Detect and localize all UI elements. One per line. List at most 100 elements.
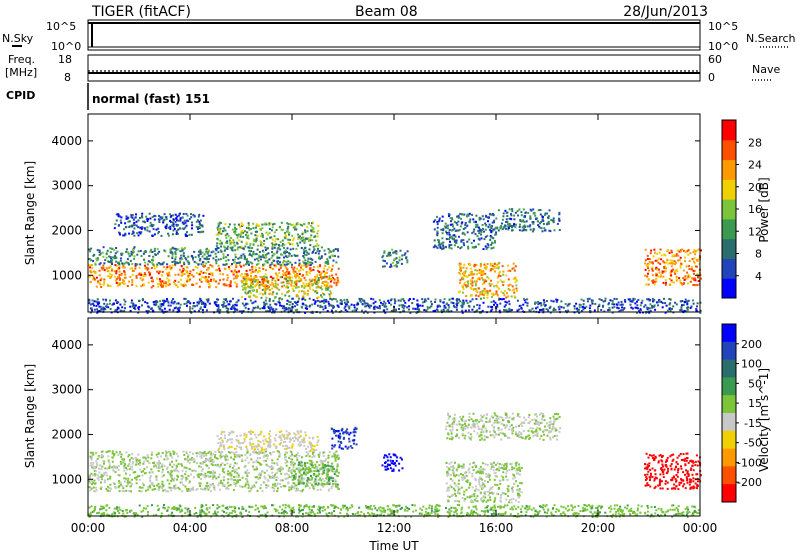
data-cell: [210, 454, 213, 457]
data-cell: [230, 236, 233, 239]
data-cell: [346, 298, 349, 301]
data-cell: [225, 298, 228, 300]
data-cell: [316, 484, 319, 487]
data-cell: [353, 304, 356, 307]
data-cell: [239, 246, 242, 249]
data-cell: [330, 298, 333, 301]
data-cell: [214, 476, 217, 479]
data-cell: [485, 266, 488, 269]
data-cell: [451, 229, 454, 232]
data-cell: [473, 221, 476, 224]
data-cell: [221, 462, 224, 465]
data-cell: [683, 309, 686, 312]
data-cell: [108, 450, 111, 453]
data-cell: [167, 304, 170, 307]
data-cell: [160, 305, 163, 308]
data-cell: [155, 303, 158, 305]
data-cell: [487, 244, 490, 246]
data-cell: [165, 453, 168, 456]
data-cell: [123, 465, 126, 467]
data-cell: [255, 279, 258, 281]
data-cell: [471, 276, 474, 279]
data-cell: [273, 222, 276, 225]
data-cell: [649, 252, 652, 255]
data-cell: [134, 304, 137, 307]
data-cell: [139, 468, 142, 471]
data-cell: [219, 258, 222, 261]
data-cell: [275, 292, 278, 295]
colorbar-segment: [722, 139, 736, 161]
data-cell: [534, 214, 537, 217]
data-cell: [201, 275, 204, 278]
data-cell: [227, 473, 230, 476]
data-cell: [208, 486, 211, 489]
data-cell: [169, 452, 172, 455]
data-cell: [578, 303, 581, 306]
data-cell: [117, 215, 120, 218]
data-cell: [246, 236, 249, 239]
data-cell: [681, 310, 684, 313]
data-cell: [161, 468, 164, 471]
data-cell: [469, 286, 472, 289]
data-cell: [294, 255, 297, 257]
data-cell: [233, 223, 236, 226]
data-cell: [243, 255, 246, 258]
data-cell: [127, 263, 130, 266]
data-cell: [137, 250, 140, 253]
data-cell: [301, 302, 304, 305]
data-cell: [463, 244, 466, 247]
data-cell: [165, 451, 168, 454]
data-cell: [161, 280, 164, 283]
data-cell: [281, 298, 284, 301]
data-cell: [297, 244, 299, 247]
data-cell: [623, 307, 626, 309]
data-cell: [282, 261, 284, 264]
data-cell: [463, 213, 466, 216]
data-cell: [304, 239, 307, 242]
data-cell: [332, 304, 335, 307]
data-cell: [172, 223, 175, 226]
data-cell: [303, 240, 306, 243]
data-cell: [174, 273, 177, 276]
data-cell: [250, 280, 253, 283]
data-cell: [218, 221, 221, 224]
data-cell: [265, 269, 267, 272]
data-cell: [556, 222, 559, 225]
data-cell: [323, 284, 326, 287]
data-cell: [671, 255, 674, 258]
data-cell: [278, 300, 281, 303]
data-cell: [163, 464, 166, 467]
data-cell: [245, 286, 248, 289]
data-cell: [102, 255, 105, 258]
data-cell: [263, 239, 266, 242]
data-cell: [497, 265, 500, 268]
data-cell: [90, 259, 93, 262]
data-cell: [212, 278, 215, 281]
data-cell: [476, 291, 479, 294]
data-cell: [323, 298, 326, 301]
data-cell: [301, 440, 304, 443]
data-cell: [682, 282, 685, 285]
data-cell: [305, 451, 308, 454]
data-cell: [107, 275, 109, 278]
data-cell: [449, 217, 452, 220]
data-cell: [245, 241, 248, 244]
data-cell: [142, 299, 144, 302]
data-cell: [455, 239, 458, 242]
data-cell: [511, 210, 514, 213]
data-cell: [246, 282, 249, 285]
data-cell: [94, 473, 97, 476]
data-cell: [531, 307, 534, 310]
data-cell: [276, 450, 279, 453]
data-cell: [353, 309, 356, 312]
data-cell: [174, 468, 177, 471]
data-cell: [218, 310, 221, 313]
data-cell: [286, 477, 289, 480]
data-cell: [187, 255, 190, 258]
data-cell: [124, 222, 127, 225]
data-cell: [193, 260, 196, 263]
data-cell: [608, 309, 611, 311]
data-cell: [227, 226, 230, 228]
data-cell: [106, 478, 109, 481]
data-cell: [317, 453, 320, 456]
